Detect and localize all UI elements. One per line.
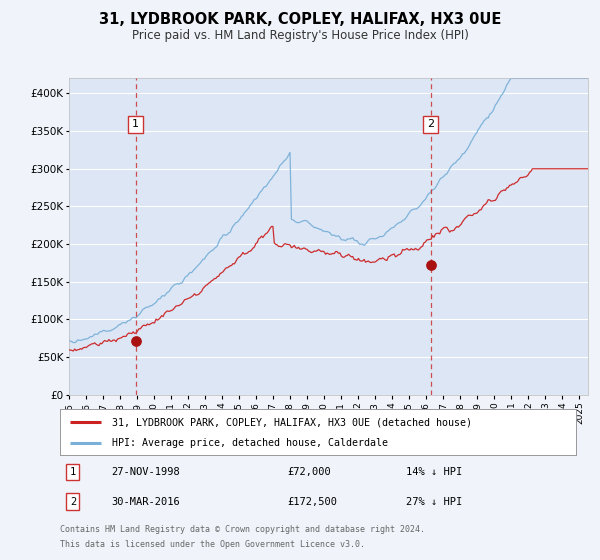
Text: 27% ↓ HPI: 27% ↓ HPI	[406, 497, 462, 507]
Text: Contains HM Land Registry data © Crown copyright and database right 2024.: Contains HM Land Registry data © Crown c…	[60, 525, 425, 534]
Text: HPI: Average price, detached house, Calderdale: HPI: Average price, detached house, Cald…	[112, 438, 388, 449]
Text: 31, LYDBROOK PARK, COPLEY, HALIFAX, HX3 0UE: 31, LYDBROOK PARK, COPLEY, HALIFAX, HX3 …	[99, 12, 501, 27]
Text: This data is licensed under the Open Government Licence v3.0.: This data is licensed under the Open Gov…	[60, 540, 365, 549]
Text: 2: 2	[427, 119, 434, 129]
Text: 1: 1	[132, 119, 139, 129]
Text: 14% ↓ HPI: 14% ↓ HPI	[406, 467, 462, 477]
Text: 30-MAR-2016: 30-MAR-2016	[112, 497, 181, 507]
Text: £72,000: £72,000	[287, 467, 331, 477]
Text: 27-NOV-1998: 27-NOV-1998	[112, 467, 181, 477]
Point	[426, 260, 436, 269]
Text: 2: 2	[70, 497, 76, 507]
Point	[131, 336, 140, 345]
Text: 1: 1	[70, 467, 76, 477]
Text: 31, LYDBROOK PARK, COPLEY, HALIFAX, HX3 0UE (detached house): 31, LYDBROOK PARK, COPLEY, HALIFAX, HX3 …	[112, 417, 472, 427]
Text: £172,500: £172,500	[287, 497, 337, 507]
Text: Price paid vs. HM Land Registry's House Price Index (HPI): Price paid vs. HM Land Registry's House …	[131, 29, 469, 42]
